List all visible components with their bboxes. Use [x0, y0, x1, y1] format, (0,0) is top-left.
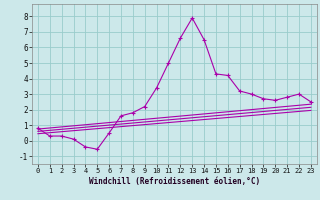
X-axis label: Windchill (Refroidissement éolien,°C): Windchill (Refroidissement éolien,°C): [89, 177, 260, 186]
